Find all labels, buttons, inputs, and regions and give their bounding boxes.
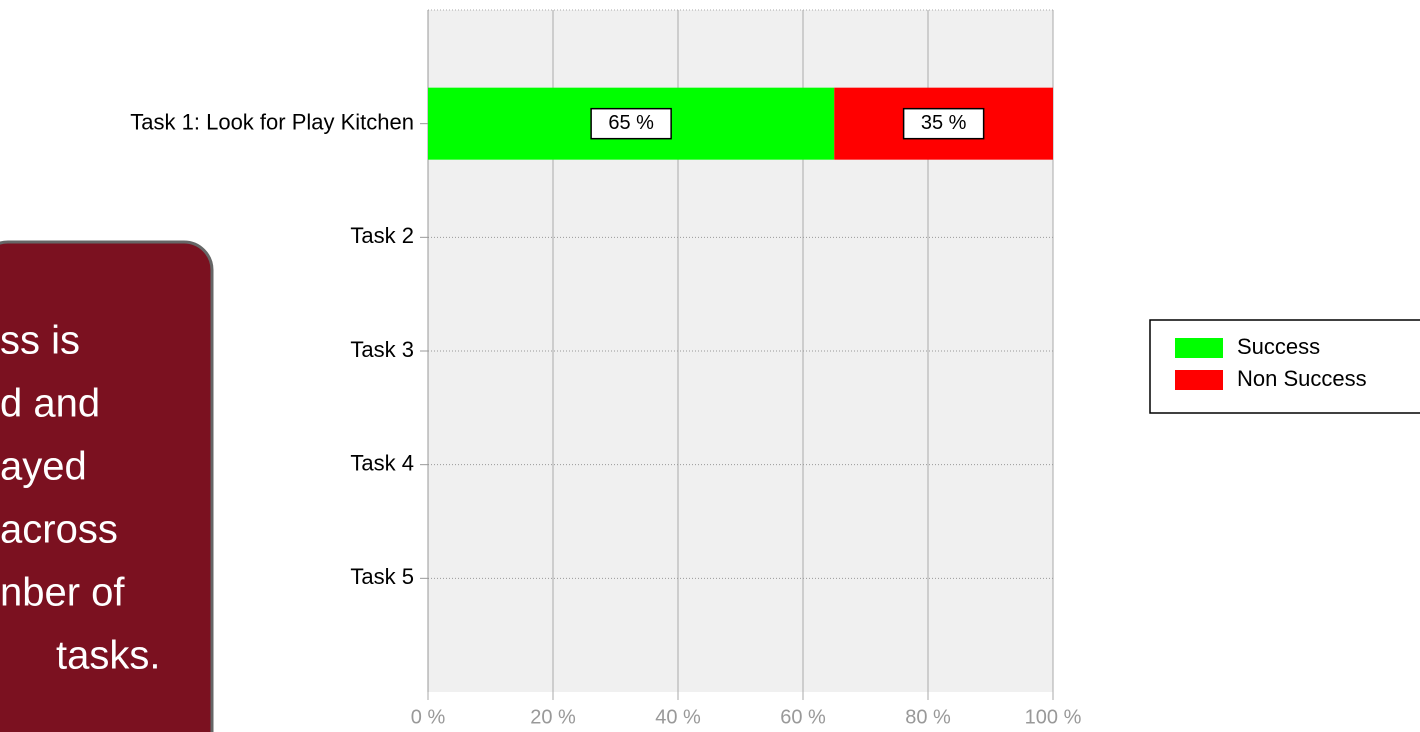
y-tick-label: Task 3 bbox=[350, 337, 414, 362]
x-tick-label: 80 % bbox=[905, 706, 951, 728]
y-tick-label: Task 1: Look for Play Kitchen bbox=[130, 109, 414, 134]
x-tick-label: 60 % bbox=[780, 706, 826, 728]
x-tick-label: 20 % bbox=[530, 706, 576, 728]
x-tick-label: 0 % bbox=[411, 706, 446, 728]
y-tick-label: Task 2 bbox=[350, 223, 414, 248]
callout-text: tasks. bbox=[56, 634, 160, 678]
callout-text: across bbox=[0, 508, 118, 552]
x-tick-label: 100 % bbox=[1025, 706, 1082, 728]
value-label-box bbox=[590, 107, 672, 140]
value-label: 35 % bbox=[921, 112, 967, 134]
legend-box bbox=[1149, 319, 1420, 414]
callout-text: ss is bbox=[0, 319, 80, 363]
legend-label: Non Success bbox=[1237, 366, 1367, 391]
legend-swatch bbox=[1175, 338, 1223, 358]
x-tick-label: 40 % bbox=[655, 706, 701, 728]
callout-text: ayed bbox=[0, 445, 87, 489]
y-tick-label: Task 5 bbox=[350, 564, 414, 589]
value-label: 65 % bbox=[608, 112, 654, 134]
callout-text: nber of bbox=[0, 571, 125, 615]
value-label-box bbox=[902, 107, 985, 140]
callout-text: d and bbox=[0, 382, 100, 426]
callout-box bbox=[0, 240, 214, 732]
legend-swatch bbox=[1175, 370, 1223, 390]
legend-label: Success bbox=[1237, 334, 1320, 359]
y-tick-label: Task 4 bbox=[350, 450, 414, 475]
